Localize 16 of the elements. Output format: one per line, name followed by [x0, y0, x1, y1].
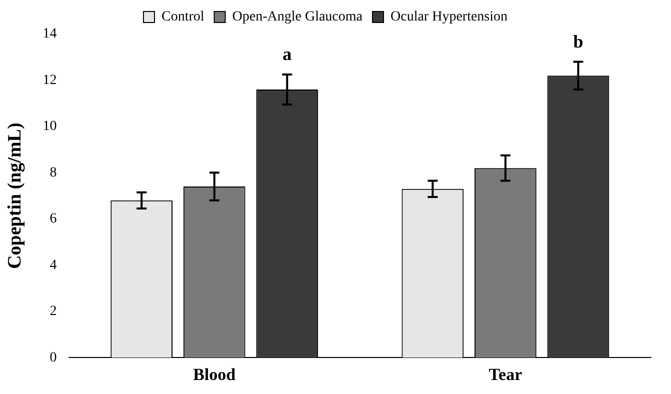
y-tick-label: 10 [42, 119, 57, 134]
y-tick-label: 12 [42, 72, 57, 88]
y-tick-label: 4 [50, 258, 57, 273]
annotation: b [573, 31, 584, 52]
x-tick-label: Tear [488, 365, 523, 384]
y-tick-label: 0 [50, 350, 57, 366]
annotation: a [282, 44, 292, 64]
legend-label: Control [161, 10, 204, 25]
y-tick-label: 2 [50, 304, 57, 320]
legend-label: Open-Angle Glaucoma [232, 10, 364, 25]
y-axis-title: Copeptin (ng/mL) [4, 122, 26, 269]
y-tick-label: 14 [42, 26, 57, 42]
y-tick-label: 8 [50, 165, 57, 180]
y-tick-label: 6 [50, 212, 57, 227]
legend-label: Ocular Hypertension [390, 10, 508, 25]
x-tick-label: Blood [193, 365, 236, 384]
